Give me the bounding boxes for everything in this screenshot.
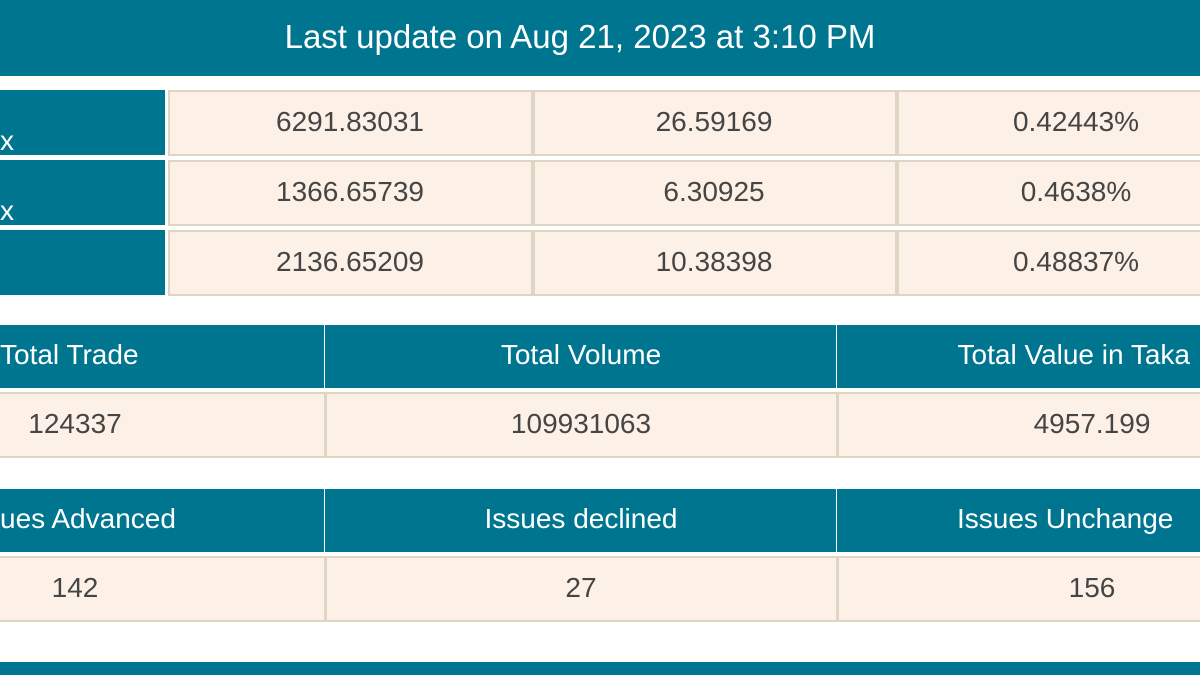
index-value: 6.30925 — [663, 176, 765, 207]
header-text: Total Trade — [0, 339, 139, 370]
header-cell — [0, 325, 326, 388]
value-cell — [0, 556, 326, 622]
index-value: 2136.65209 — [276, 246, 424, 277]
index-cell — [168, 90, 533, 156]
index-label-cell — [0, 160, 165, 225]
value-text: 124337 — [28, 408, 122, 439]
header-cell — [325, 325, 838, 388]
header-cell — [837, 489, 1200, 552]
value-text: 142 — [51, 572, 99, 603]
index-value: 1366.65739 — [276, 176, 424, 207]
value-cell — [325, 556, 838, 622]
header-text: Total Value in Taka — [957, 339, 1190, 370]
value-text: 4957.199 — [1033, 408, 1151, 439]
index-cell — [533, 230, 897, 296]
header-text: Issues Unchange — [957, 503, 1174, 534]
index-value: 0.4638% — [1020, 176, 1132, 207]
index-value: 6291.83031 — [276, 106, 424, 137]
index-cell — [533, 90, 897, 156]
value-cell — [325, 392, 838, 458]
index-cell — [533, 160, 897, 226]
index-cell — [897, 90, 1200, 156]
value-cell — [837, 392, 1200, 458]
index-label-cell — [0, 230, 165, 295]
header-text: ues Advanced — [0, 503, 176, 534]
header-text: Issues declined — [484, 503, 678, 534]
index-label: x — [0, 195, 14, 226]
index-value: 10.38398 — [655, 246, 773, 277]
title-bar — [0, 0, 1200, 76]
header-cell — [325, 489, 838, 552]
index-cell — [168, 160, 533, 226]
index-cell — [168, 230, 533, 296]
value-text: 27 — [565, 572, 597, 603]
index-value: 0.42443% — [1012, 106, 1140, 137]
header-cell — [837, 325, 1200, 388]
index-label-cell — [0, 90, 165, 155]
index-cell — [897, 230, 1200, 296]
value-text: 156 — [1068, 572, 1116, 603]
header-text: Total Volume — [500, 339, 662, 370]
value-cell — [0, 392, 326, 458]
value-cell — [837, 556, 1200, 622]
value-text: 109931063 — [510, 408, 652, 439]
footer-bar — [0, 662, 1200, 675]
index-value: 26.59169 — [655, 106, 773, 137]
index-cell — [897, 160, 1200, 226]
header-cell — [0, 489, 326, 552]
title: Last update on Aug 21, 2023 at 3:10 PM — [284, 18, 876, 55]
index-value: 0.48837% — [1012, 246, 1140, 277]
index-label: x — [0, 125, 14, 156]
